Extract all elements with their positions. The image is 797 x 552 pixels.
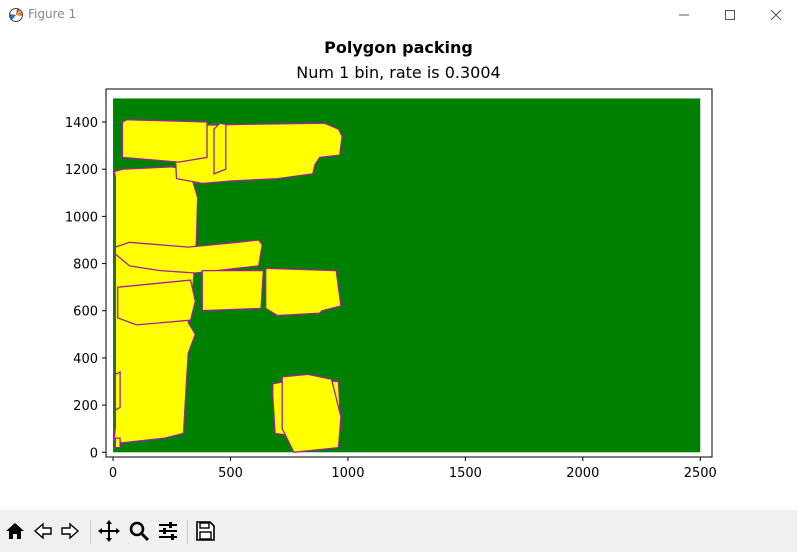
home-icon [6, 523, 24, 539]
y-tick-label: 200 [73, 399, 98, 414]
toolbar-separator [187, 520, 188, 544]
minimize-button[interactable] [661, 0, 707, 30]
y-tick-label: 1200 [65, 163, 98, 178]
maximize-icon [725, 10, 735, 20]
y-tick-label: 0 [90, 446, 98, 461]
x-tick-label: 0 [109, 466, 117, 481]
x-tick-label: 1500 [449, 466, 482, 481]
matplotlib-app-icon [9, 8, 23, 22]
packed-polygon-7 [201, 269, 265, 312]
save-button[interactable] [192, 518, 218, 544]
close-icon [770, 9, 782, 21]
y-tick-label: 400 [73, 352, 98, 367]
packed-polygon-5 [114, 239, 263, 274]
configure-subplots-icon [159, 522, 177, 540]
back-icon [33, 522, 52, 540]
forward-icon [61, 522, 80, 540]
y-tick-label: 1400 [65, 116, 98, 131]
polygons-layer [113, 119, 343, 453]
x-tick-label: 500 [218, 466, 243, 481]
y-tick-label: 1000 [65, 210, 98, 225]
maximize-button[interactable] [707, 0, 753, 30]
x-tick-label: 2500 [684, 466, 717, 481]
configure-subplots-button[interactable] [155, 518, 181, 544]
y-tick-label: 800 [73, 258, 98, 273]
pan-icon [98, 520, 120, 542]
figure-title: Polygon packing [324, 38, 473, 57]
figure-subtitle: Num 1 bin, rate is 0.3004 [296, 63, 501, 82]
packed-polygon-12 [114, 437, 121, 449]
window-titlebar: Figure 1 [0, 0, 797, 30]
back-button[interactable] [30, 518, 56, 544]
pan-button[interactable] [96, 518, 122, 544]
home-button[interactable] [2, 518, 28, 544]
packed-polygon-4 [121, 119, 208, 163]
y-tick-label: 600 [73, 305, 98, 320]
navigation-toolbar [0, 510, 797, 552]
minimize-icon [679, 14, 689, 16]
window-title: Figure 1 [28, 7, 77, 21]
zoom-icon [129, 521, 150, 542]
x-tick-label: 1000 [331, 466, 364, 481]
y-axis: 0 200 400 600 800 1000 1200 1400 [65, 116, 106, 461]
close-button[interactable] [753, 0, 797, 30]
plot-canvas[interactable]: 0 500 1000 1500 2000 2500 0 200 400 600 800 1000 12… [0, 0, 797, 505]
toolbar-separator [90, 520, 91, 544]
save-icon [196, 521, 215, 541]
x-tick-label: 2000 [566, 466, 599, 481]
forward-button[interactable] [57, 518, 83, 544]
packed-polygon-10 [281, 373, 342, 453]
packed-polygon-3 [213, 122, 227, 175]
packed-polygon-6 [117, 279, 196, 326]
packed-polygon-11 [114, 371, 121, 411]
packed-polygon-8 [265, 267, 342, 317]
zoom-button[interactable] [126, 518, 152, 544]
x-axis: 0 500 1000 1500 2000 2500 [109, 457, 717, 481]
